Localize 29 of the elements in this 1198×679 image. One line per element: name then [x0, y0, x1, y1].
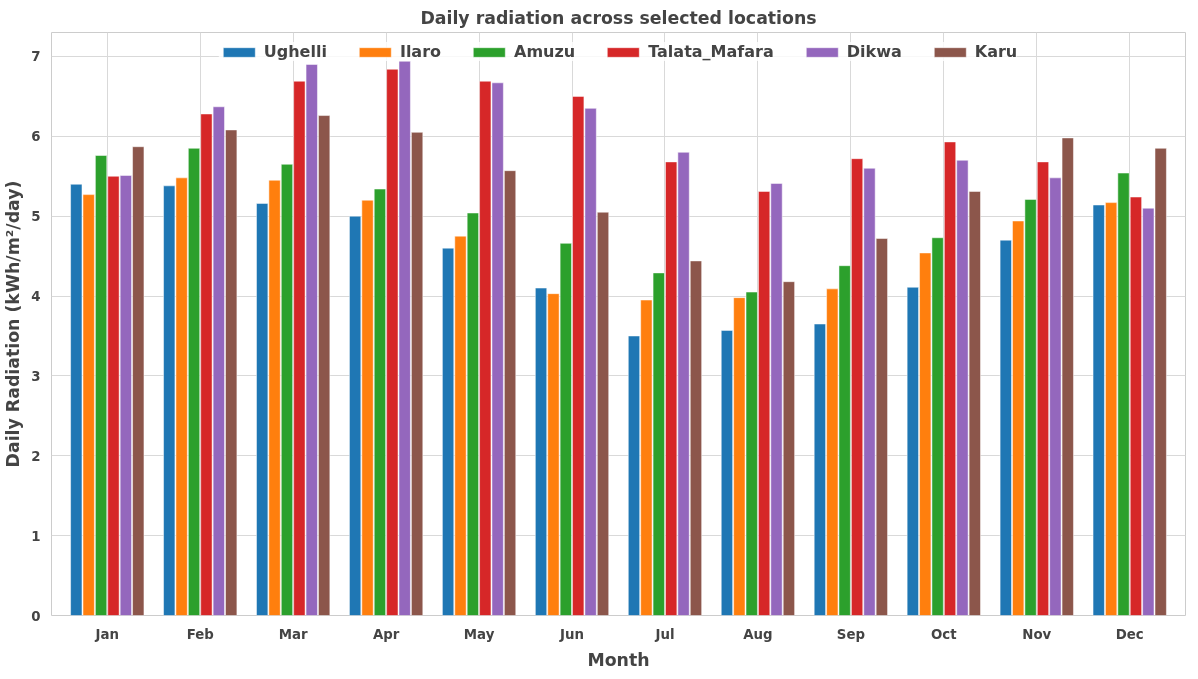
x-tick-label: Dec [1115, 626, 1144, 642]
x-tick-label: Mar [278, 626, 309, 642]
x-tick-label: Jun [559, 626, 584, 642]
x-tick-label: Apr [372, 626, 400, 642]
legend-label: Talata_Mafara [648, 42, 774, 61]
y-tick-label: 7 [31, 49, 41, 65]
y-tick-label: 0 [31, 608, 41, 624]
x-tick-label: Sep [836, 626, 865, 642]
chart-title: Daily radiation across selected locations [420, 7, 817, 28]
y-tick-label: 2 [31, 448, 41, 464]
x-tick-label: Oct [931, 626, 958, 642]
x-tick-label: Feb [186, 626, 214, 642]
y-tick-label: 4 [31, 289, 41, 305]
legend-label: Ilaro [399, 42, 442, 61]
x-tick-label: Nov [1022, 626, 1052, 642]
y-tick-label: 5 [31, 209, 41, 225]
x-tick-label: Jan [94, 626, 119, 642]
x-tick-label: Jul [654, 626, 675, 642]
y-axis-title: Daily Radiation (kWh/m²/day) [3, 180, 24, 468]
y-tick-label: 1 [31, 528, 41, 544]
legend-label: Karu [974, 42, 1018, 61]
x-tick-label: Aug [743, 626, 773, 642]
x-axis-title: Month [587, 649, 650, 670]
y-tick-label: 6 [31, 129, 41, 145]
x-tick-label: May [463, 626, 495, 642]
legend-label: Amuzu [514, 42, 576, 61]
legend-label: Dikwa [846, 42, 902, 61]
legend-label: Ughelli [263, 42, 327, 61]
y-tick-label: 3 [31, 368, 41, 384]
